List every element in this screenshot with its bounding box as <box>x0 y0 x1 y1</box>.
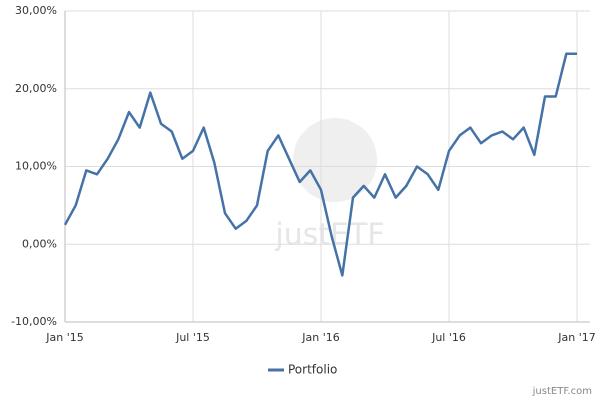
data-line <box>63 52 577 277</box>
x-tick-label: Jan '15 <box>45 331 83 344</box>
x-tick-label: Jul '15 <box>175 331 210 344</box>
y-tick-label: -10,00% <box>11 315 57 328</box>
x-tick-label: Jan '17 <box>557 331 595 344</box>
watermark-logo <box>293 118 377 202</box>
legend-label: Portfolio <box>288 363 337 377</box>
y-tick-label: 20,00% <box>15 82 57 95</box>
y-tick-label: 0,00% <box>22 237 57 250</box>
credit: justETF.com <box>532 386 592 397</box>
x-tick-label: Jul '16 <box>431 331 466 344</box>
y-tick-label: 30,00% <box>15 4 57 17</box>
x-tick-label: Jan '16 <box>301 331 339 344</box>
y-tick-label: 10,00% <box>15 160 57 173</box>
